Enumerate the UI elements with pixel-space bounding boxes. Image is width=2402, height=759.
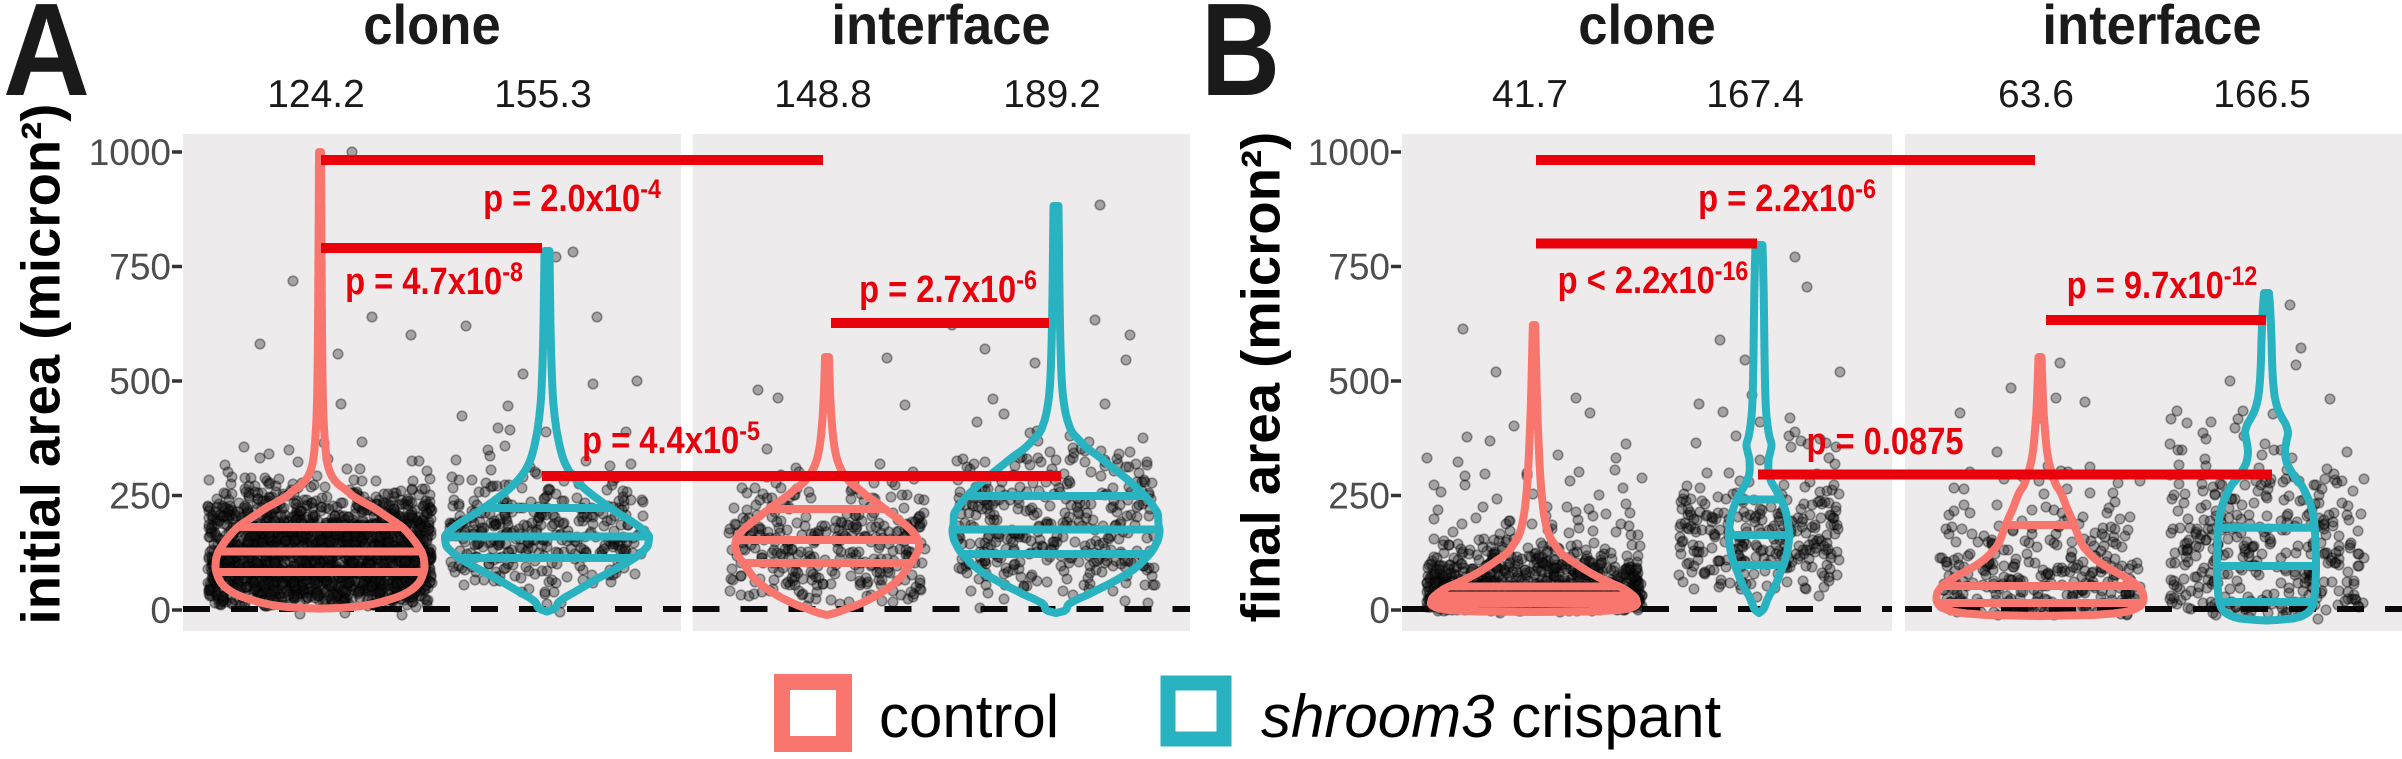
- svg-text:p = 4.4x10-5: p = 4.4x10-5: [582, 416, 760, 461]
- svg-text:clone: clone: [363, 0, 500, 56]
- svg-text:148.8: 148.8: [774, 73, 872, 116]
- svg-text:p = 2.7x10-6: p = 2.7x10-6: [859, 265, 1037, 310]
- svg-text:155.3: 155.3: [494, 73, 592, 116]
- svg-text:initial area (micron²): initial area (micron²): [11, 104, 72, 625]
- svg-text:interface: interface: [2042, 0, 2261, 56]
- svg-text:250: 250: [1328, 476, 1390, 517]
- svg-text:167.4: 167.4: [1706, 73, 1804, 116]
- svg-text:A: A: [3, 0, 90, 123]
- svg-text:0: 0: [1369, 590, 1390, 631]
- svg-text:500: 500: [1328, 361, 1390, 402]
- svg-text:166.5: 166.5: [2213, 73, 2311, 116]
- svg-text:250: 250: [109, 476, 171, 517]
- svg-text:B: B: [1201, 0, 1280, 123]
- svg-text:p = 2.0x10-4: p = 2.0x10-4: [483, 174, 661, 219]
- svg-text:clone: clone: [1578, 0, 1715, 56]
- svg-text:189.2: 189.2: [1003, 73, 1101, 116]
- svg-text:41.7: 41.7: [1492, 73, 1568, 116]
- svg-text:63.6: 63.6: [1998, 73, 2074, 116]
- svg-text:750: 750: [1328, 247, 1390, 288]
- svg-text:750: 750: [109, 247, 171, 288]
- svg-text:interface: interface: [831, 0, 1050, 56]
- svg-text:124.2: 124.2: [267, 73, 365, 116]
- svg-text:1000: 1000: [1308, 132, 1390, 173]
- svg-text:final area (micron²): final area (micron²): [1231, 132, 1292, 623]
- svg-text:p = 4.7x10-8: p = 4.7x10-8: [345, 257, 523, 302]
- svg-text:500: 500: [109, 361, 171, 402]
- svg-text:1000: 1000: [89, 132, 171, 173]
- svg-text:0: 0: [150, 590, 171, 631]
